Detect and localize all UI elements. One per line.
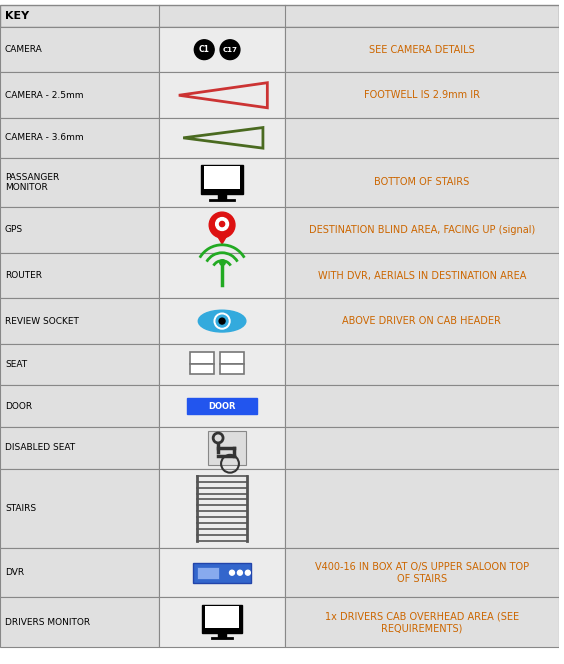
Bar [0, 157, 159, 207]
Text: WITH DVR, AERIALS IN DESTINATION AREA: WITH DVR, AERIALS IN DESTINATION AREA [318, 270, 526, 280]
Bar [159, 427, 285, 469]
Text: CAMERA - 3.6mm: CAMERA - 3.6mm [5, 133, 83, 142]
Bar [0, 5, 559, 27]
Bar [285, 157, 559, 207]
Text: DOOR: DOOR [5, 402, 32, 411]
Bar [159, 469, 285, 548]
Bar [285, 386, 559, 427]
Bar [0, 72, 159, 118]
Text: 1x DRIVERS CAB OVERHEAD AREA (SEE
REQUIREMENTS): 1x DRIVERS CAB OVERHEAD AREA (SEE REQUIR… [325, 612, 519, 633]
Text: CAMERA: CAMERA [5, 45, 43, 54]
Text: FOOTWELL IS 2.9mm IR: FOOTWELL IS 2.9mm IR [364, 90, 480, 100]
Text: CAMERA - 2.5mm: CAMERA - 2.5mm [5, 91, 83, 100]
Bar [285, 344, 559, 386]
Bar [191, 364, 214, 374]
Bar [201, 165, 243, 195]
Bar [197, 567, 219, 578]
Bar [285, 298, 559, 344]
Bar [285, 27, 559, 72]
Text: KEY: KEY [5, 11, 29, 21]
Text: DISABLED SEAT: DISABLED SEAT [5, 444, 75, 452]
Bar [285, 72, 559, 118]
Bar [218, 195, 226, 201]
Text: SEE CAMERA DETAILS: SEE CAMERA DETAILS [369, 44, 475, 54]
Circle shape [220, 40, 240, 60]
Bar [159, 118, 285, 157]
Bar [159, 157, 285, 207]
Bar [202, 606, 242, 633]
Bar [220, 352, 244, 364]
Circle shape [219, 222, 224, 226]
Text: PASSANGER
MONITOR: PASSANGER MONITOR [5, 173, 59, 192]
Bar [285, 207, 559, 253]
Bar [0, 427, 159, 469]
Polygon shape [211, 225, 233, 244]
Circle shape [214, 313, 230, 329]
Bar [0, 298, 159, 344]
Bar [159, 598, 285, 647]
Bar [159, 207, 285, 253]
Text: ROUTER: ROUTER [5, 271, 42, 280]
Circle shape [215, 218, 228, 230]
Bar [0, 118, 159, 157]
Text: BOTTOM OF STAIRS: BOTTOM OF STAIRS [374, 177, 469, 187]
Bar [159, 72, 285, 118]
Text: STAIRS: STAIRS [5, 504, 36, 513]
Bar [0, 27, 159, 72]
Circle shape [216, 315, 228, 327]
Bar [159, 298, 285, 344]
Bar [0, 344, 159, 386]
Bar [285, 548, 559, 598]
Bar [159, 27, 285, 72]
Text: ABOVE DRIVER ON CAB HEADER: ABOVE DRIVER ON CAB HEADER [342, 316, 501, 326]
Bar [0, 207, 159, 253]
Bar [159, 344, 285, 386]
Bar [0, 253, 159, 298]
Text: V400-16 IN BOX AT O/S UPPER SALOON TOP
OF STAIRS: V400-16 IN BOX AT O/S UPPER SALOON TOP O… [315, 562, 529, 584]
Bar [285, 253, 559, 298]
Ellipse shape [199, 310, 246, 332]
Text: REVIEW SOCKET: REVIEW SOCKET [5, 317, 79, 325]
Circle shape [230, 570, 235, 575]
Bar [193, 563, 251, 582]
Bar [0, 548, 159, 598]
Circle shape [195, 40, 214, 60]
Bar [159, 253, 285, 298]
Text: C17: C17 [223, 46, 237, 52]
Text: C1: C1 [199, 45, 210, 54]
Text: DVR: DVR [5, 568, 24, 577]
Bar [204, 165, 240, 189]
Bar [218, 633, 226, 638]
Bar [0, 598, 159, 647]
Circle shape [245, 570, 250, 575]
Bar [159, 548, 285, 598]
Bar [220, 364, 244, 374]
Text: SEAT: SEAT [5, 360, 27, 369]
Circle shape [237, 570, 243, 575]
Text: DOOR: DOOR [208, 402, 236, 411]
Bar [0, 469, 159, 548]
Text: GPS: GPS [5, 226, 23, 234]
Bar [285, 598, 559, 647]
Bar [285, 427, 559, 469]
Bar [159, 386, 285, 427]
Circle shape [219, 318, 225, 324]
Bar [208, 431, 246, 465]
Bar [285, 118, 559, 157]
Bar [187, 398, 257, 414]
Text: DRIVERS MONITOR: DRIVERS MONITOR [5, 618, 90, 627]
Bar [285, 469, 559, 548]
Bar [191, 352, 214, 364]
Bar [205, 606, 239, 628]
Circle shape [209, 212, 235, 238]
Text: DESTINATION BLIND AREA, FACING UP (signal): DESTINATION BLIND AREA, FACING UP (signa… [309, 225, 535, 235]
Bar [0, 386, 159, 427]
